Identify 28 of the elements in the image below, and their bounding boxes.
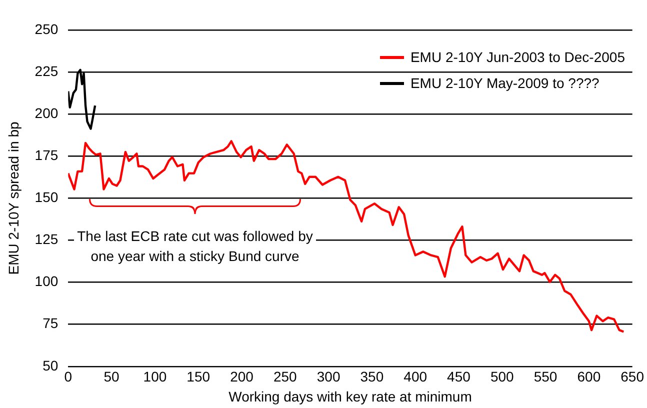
- x-tick-label: 50: [104, 368, 120, 385]
- x-tick-label: 400: [404, 368, 428, 385]
- y-axis-title: EMU 2-10Y spread in bp: [5, 121, 22, 275]
- y-tick-label: 50: [42, 357, 58, 374]
- x-tick-label: 0: [64, 368, 72, 385]
- x-tick-label: 650: [620, 368, 644, 385]
- x-tick-label: 250: [273, 368, 298, 385]
- x-tick-label: 600: [577, 368, 601, 385]
- x-axis-title: Working days with key rate at minimum: [228, 388, 472, 404]
- x-tick-label: 500: [490, 368, 514, 385]
- legend-label: EMU 2-10Y Jun-2003 to Dec-2005: [410, 49, 625, 65]
- y-tick-label: 250: [34, 20, 58, 37]
- x-tick-label: 450: [447, 368, 471, 385]
- x-tick-label: 550: [534, 368, 558, 385]
- annotation: The last ECB rate cut was followed by one year with a sticky Bund curve: [74, 226, 316, 266]
- x-tick-label: 200: [230, 368, 254, 385]
- y-tick-label: 175: [34, 147, 58, 164]
- y-tick-label: 75: [42, 315, 58, 332]
- y-tick-label: 125: [34, 231, 58, 248]
- x-tick-label: 300: [316, 368, 340, 385]
- x-tick-label: 350: [360, 368, 384, 385]
- y-tick-label: 150: [34, 189, 58, 206]
- x-tick-label: 100: [143, 368, 167, 385]
- y-tick-label: 100: [34, 273, 58, 290]
- legend-label: EMU 2-10Y May-2009 to ????: [410, 75, 600, 91]
- x-tick-label: 150: [186, 368, 210, 385]
- y-tick-label: 225: [34, 62, 58, 79]
- y-tick-label: 200: [34, 104, 58, 121]
